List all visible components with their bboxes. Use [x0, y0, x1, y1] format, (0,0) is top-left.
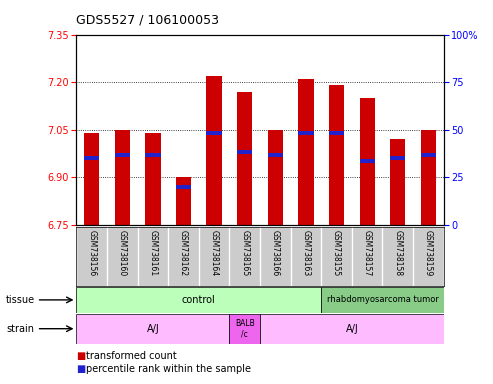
- Text: GSM738162: GSM738162: [179, 230, 188, 276]
- Bar: [207, 76, 222, 225]
- Bar: [176, 185, 191, 189]
- Bar: [329, 85, 344, 225]
- Text: control: control: [182, 295, 216, 305]
- Bar: [298, 131, 314, 135]
- Bar: [421, 153, 436, 157]
- Bar: [84, 133, 100, 225]
- Bar: [237, 150, 252, 154]
- Text: GSM738164: GSM738164: [210, 230, 219, 276]
- Text: GSM738165: GSM738165: [240, 230, 249, 276]
- Bar: [329, 131, 344, 135]
- Bar: [115, 153, 130, 157]
- Text: tissue: tissue: [6, 295, 35, 305]
- Bar: [268, 129, 283, 225]
- Bar: [229, 314, 260, 344]
- Bar: [207, 131, 222, 135]
- Bar: [390, 156, 405, 160]
- Text: A/J: A/J: [146, 324, 159, 334]
- Bar: [298, 79, 314, 225]
- Bar: [84, 156, 100, 160]
- Bar: [321, 287, 444, 313]
- Text: BALB
/c: BALB /c: [235, 319, 254, 338]
- Text: GDS5527 / 106100053: GDS5527 / 106100053: [76, 13, 219, 26]
- Bar: [421, 129, 436, 225]
- Text: percentile rank within the sample: percentile rank within the sample: [86, 364, 251, 374]
- Text: GSM738158: GSM738158: [393, 230, 402, 276]
- Text: GSM738160: GSM738160: [118, 230, 127, 276]
- Text: strain: strain: [6, 324, 34, 334]
- Text: GSM738157: GSM738157: [363, 230, 372, 276]
- Bar: [260, 314, 444, 344]
- Bar: [76, 314, 229, 344]
- Text: GSM738159: GSM738159: [424, 230, 433, 276]
- Text: ■: ■: [76, 364, 86, 374]
- Text: GSM738161: GSM738161: [148, 230, 157, 276]
- Bar: [359, 159, 375, 163]
- Text: transformed count: transformed count: [86, 351, 177, 361]
- Text: GSM738156: GSM738156: [87, 230, 96, 276]
- Bar: [268, 153, 283, 157]
- Bar: [115, 129, 130, 225]
- Bar: [145, 133, 161, 225]
- Text: GSM738163: GSM738163: [301, 230, 311, 276]
- Bar: [359, 98, 375, 225]
- Text: ■: ■: [76, 351, 86, 361]
- Bar: [390, 139, 405, 225]
- Text: A/J: A/J: [346, 324, 358, 334]
- Bar: [176, 177, 191, 225]
- Bar: [145, 153, 161, 157]
- Text: rhabdomyosarcoma tumor: rhabdomyosarcoma tumor: [326, 295, 438, 305]
- Text: GSM738166: GSM738166: [271, 230, 280, 276]
- Text: GSM738155: GSM738155: [332, 230, 341, 276]
- Bar: [237, 91, 252, 225]
- Bar: [76, 287, 321, 313]
